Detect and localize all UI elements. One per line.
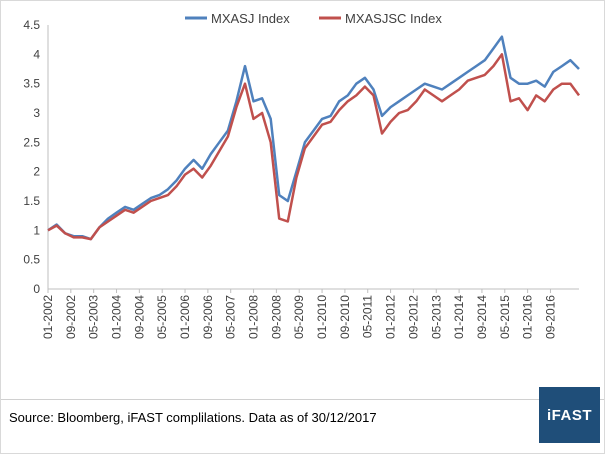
x-tick-label: 09-2006 <box>201 295 215 339</box>
y-tick-label: 2 <box>33 165 40 179</box>
source-note: Source: Bloomberg, iFAST complilations. … <box>9 410 377 425</box>
y-axis-labels: 0 0.5 1 1.5 2 2.5 3 3.5 4 4.5 <box>23 18 40 296</box>
series-line-mxasjsc <box>47 53 581 241</box>
legend-label-mxasjsc: MXASJSC Index <box>345 11 442 26</box>
x-tick-label: 01-2012 <box>384 295 398 339</box>
x-tick-label: 01-2014 <box>452 295 466 339</box>
legend-label-mxasj: MXASJ Index <box>211 11 290 26</box>
x-axis-ticks <box>47 289 551 293</box>
y-tick-label: 1.5 <box>23 194 40 208</box>
series-line-mxasj <box>47 35 580 241</box>
y-tick-label: 3 <box>33 106 40 120</box>
y-tick-label: 4 <box>33 47 40 61</box>
x-tick-label: 05-2005 <box>155 295 169 339</box>
x-tick-label: 01-2002 <box>41 295 55 339</box>
y-tick-label: 2.5 <box>23 135 40 149</box>
y-tick-label: 3.5 <box>23 77 40 91</box>
y-tick-label: 0 <box>33 282 40 296</box>
x-tick-label: 01-2006 <box>178 295 192 339</box>
x-tick-label: 01-2010 <box>315 295 329 339</box>
x-tick-label: 05-2015 <box>498 295 512 339</box>
x-tick-label: 01-2016 <box>521 295 535 339</box>
x-tick-label: 05-2013 <box>429 295 443 339</box>
series-lines <box>47 35 581 241</box>
x-axis-labels: 01-2002 09-2002 05-2003 01-2004 09-2004 05-20… <box>41 295 557 339</box>
x-tick-label: 05-2009 <box>292 295 306 339</box>
line-chart: 0 0.5 1 1.5 2 2.5 3 3.5 4 4.5 01-2002 09-2002 05-20… <box>23 11 581 339</box>
x-tick-label: 09-2002 <box>64 295 78 339</box>
legend: MXASJ Index MXASJSC Index <box>185 11 442 26</box>
x-tick-label: 01-2008 <box>247 295 261 339</box>
y-tick-label: 0.5 <box>23 253 40 267</box>
y-tick-label: 4.5 <box>23 18 40 32</box>
x-tick-label: 09-2004 <box>132 295 146 339</box>
x-tick-label: 05-2011 <box>361 295 375 338</box>
x-tick-label: 09-2008 <box>269 295 283 339</box>
ifast-logo: iFAST <box>539 387 600 443</box>
x-tick-label: 09-2016 <box>543 295 557 339</box>
x-tick-label: 09-2012 <box>406 295 420 339</box>
logo-text: iFAST <box>546 406 592 424</box>
x-tick-label: 09-2014 <box>475 295 489 339</box>
footer-divider <box>1 399 604 400</box>
y-tick-label: 1 <box>33 223 40 237</box>
x-tick-label: 05-2007 <box>224 295 238 339</box>
x-tick-label: 01-2004 <box>110 295 124 339</box>
x-tick-label: 09-2010 <box>338 295 352 339</box>
x-tick-label: 05-2003 <box>87 295 101 339</box>
